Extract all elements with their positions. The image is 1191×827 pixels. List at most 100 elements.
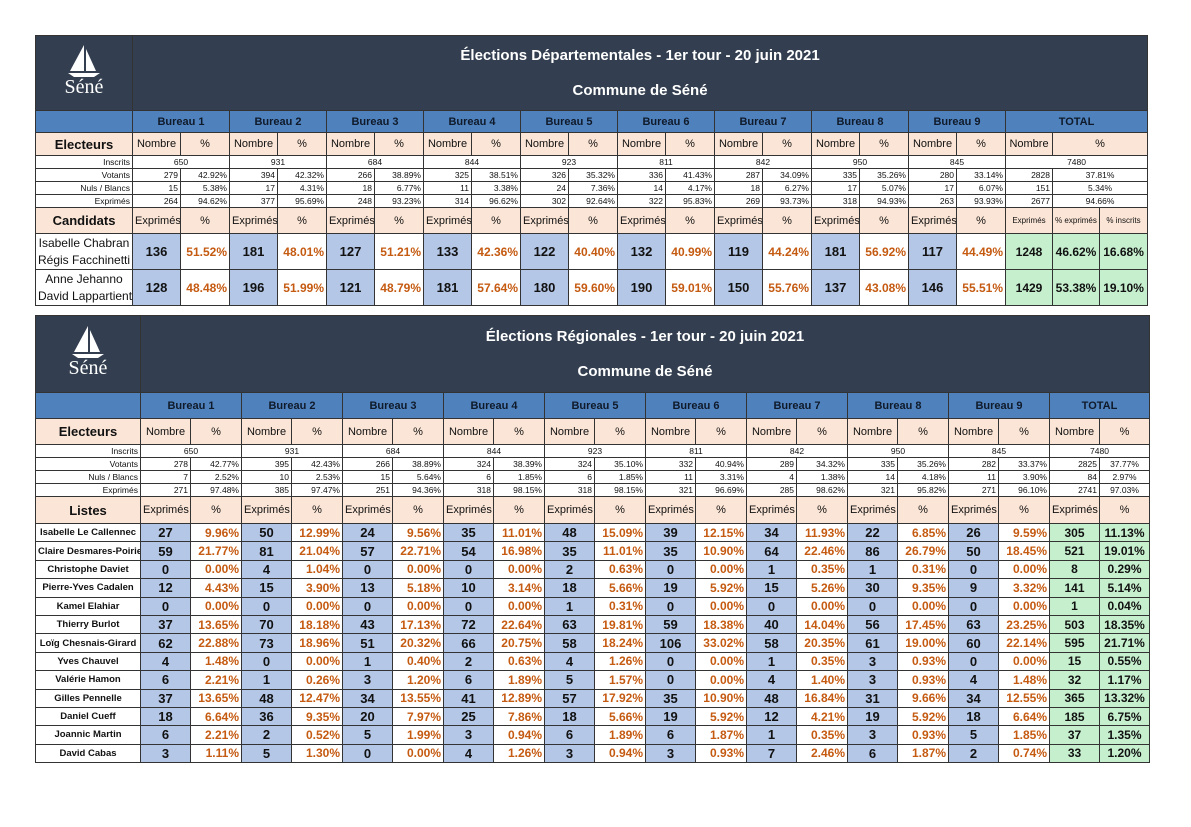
percent-value: 0.00% bbox=[392, 743, 444, 764]
vote-count: 48 bbox=[241, 688, 292, 708]
logo-sail bbox=[86, 48, 96, 71]
stat-percent: 4.17% bbox=[665, 181, 715, 195]
percent-value: 16.84% bbox=[796, 688, 848, 708]
stat-percent: 38.39% bbox=[493, 457, 545, 471]
percent-value: 9.96% bbox=[190, 522, 242, 543]
percent-value: 13.65% bbox=[190, 614, 242, 635]
stat-value: 278 bbox=[140, 457, 191, 471]
vote-count: 0 bbox=[140, 596, 191, 616]
total-value: 1.17% bbox=[1099, 670, 1150, 690]
result-row: Pierre-Yves Cadalen 12 4.43% 15 3.90% 13 5.18%… bbox=[35, 578, 1150, 598]
vote-count: 73 bbox=[241, 633, 292, 653]
percent-value: 12.89% bbox=[493, 688, 545, 708]
total-value: 1 bbox=[1049, 596, 1100, 616]
total-value: 46.62% bbox=[1052, 233, 1100, 270]
stat-value: 15 bbox=[342, 470, 393, 484]
row-label: Votants bbox=[35, 457, 141, 471]
column-header: Nombre bbox=[908, 132, 957, 156]
percent-value: 0.00% bbox=[695, 651, 747, 672]
column-header: % bbox=[471, 207, 521, 234]
vote-count: 48 bbox=[544, 522, 595, 543]
percent-value: 51.52% bbox=[180, 233, 230, 270]
stat-value: 684 bbox=[326, 155, 424, 169]
column-header: Nombre bbox=[423, 132, 472, 156]
vote-count: 35 bbox=[443, 522, 494, 543]
stat-value: 844 bbox=[443, 444, 545, 458]
total-value: 141 bbox=[1049, 578, 1100, 598]
vote-count: 190 bbox=[617, 269, 666, 306]
percent-value: 51.21% bbox=[374, 233, 424, 270]
vote-count: 4 bbox=[746, 670, 797, 690]
column-header: Exprimés bbox=[908, 207, 957, 234]
column-header: % bbox=[695, 418, 747, 445]
stat-percent: 98.15% bbox=[493, 483, 545, 497]
column-header: Nombre bbox=[342, 418, 393, 445]
total-value: 1248 bbox=[1005, 233, 1053, 270]
percent-value: 23.25% bbox=[998, 614, 1050, 635]
stat-value: 318 bbox=[544, 483, 595, 497]
total-value: 11.13% bbox=[1099, 522, 1150, 543]
vote-count: 1 bbox=[746, 725, 797, 745]
list-name: Yves Chauvel bbox=[35, 651, 141, 672]
stat-value: 11 bbox=[645, 470, 696, 484]
percent-value: 40.99% bbox=[665, 233, 715, 270]
column-header: % bbox=[594, 496, 646, 524]
percent-value: 10.90% bbox=[695, 541, 747, 561]
stat-percent: 94.93% bbox=[859, 194, 909, 208]
percent-value: 20.75% bbox=[493, 633, 545, 653]
candidate-name: David Lappartient bbox=[38, 288, 133, 303]
percent-value: 0.93% bbox=[897, 725, 949, 745]
bureau-row: Bureau 1 Bureau 2 Bureau 3 Bureau 4 Bureau 5… bbox=[35, 392, 1150, 419]
title: Élections Régionales - 1er tour - 20 jui… bbox=[485, 328, 805, 345]
percent-value: 0.26% bbox=[291, 670, 343, 690]
percent-value: 55.76% bbox=[762, 269, 812, 306]
percent-value: 9.56% bbox=[392, 522, 444, 543]
stat-value: 844 bbox=[423, 155, 521, 169]
vote-count: 1 bbox=[746, 651, 797, 672]
column-header: Nombre bbox=[443, 418, 494, 445]
list-name: Daniel Cueff bbox=[35, 706, 141, 727]
column-header: Exprimés bbox=[847, 496, 898, 524]
percent-value: 51.99% bbox=[277, 269, 327, 306]
column-header: % bbox=[998, 496, 1050, 524]
vote-count: 2 bbox=[241, 725, 292, 745]
stat-percent: 94.66% bbox=[1051, 194, 1149, 208]
results-header-row: Listes Exprimés% Exprimés% Exprimés% Exprimé… bbox=[35, 496, 1150, 524]
percent-value: 1.99% bbox=[392, 725, 444, 745]
column-header: Exprimés bbox=[132, 207, 181, 234]
percent-value: 18.38% bbox=[695, 614, 747, 635]
column-header: Nombre bbox=[1005, 132, 1053, 156]
vote-count: 35 bbox=[645, 688, 696, 708]
percent-value: 0.00% bbox=[291, 651, 343, 672]
stat-percent: 95.83% bbox=[665, 194, 715, 208]
percent-value: 0.00% bbox=[695, 559, 747, 580]
vote-count: 22 bbox=[847, 522, 898, 543]
column-header: % bbox=[374, 207, 424, 234]
stat-percent: 4.31% bbox=[277, 181, 327, 195]
column-header: % bbox=[190, 496, 242, 524]
percent-value: 12.99% bbox=[291, 522, 343, 543]
vote-count: 3 bbox=[544, 743, 595, 764]
vote-count: 150 bbox=[714, 269, 763, 306]
corner-cell bbox=[35, 110, 133, 133]
total-value: 521 bbox=[1049, 541, 1100, 561]
stat-percent: 42.32% bbox=[277, 168, 327, 182]
stat-value: 324 bbox=[443, 457, 494, 471]
vote-count: 59 bbox=[140, 541, 191, 561]
vote-count: 70 bbox=[241, 614, 292, 635]
stat-value: 336 bbox=[617, 168, 666, 182]
column-header: % inscrits bbox=[1098, 207, 1149, 234]
percent-value: 1.87% bbox=[695, 725, 747, 745]
vote-count: 62 bbox=[140, 633, 191, 653]
stat-value: 811 bbox=[645, 444, 747, 458]
column-header: % bbox=[392, 496, 444, 524]
stat-value: 335 bbox=[847, 457, 898, 471]
vote-count: 119 bbox=[714, 233, 763, 270]
row-label: Inscrits bbox=[35, 155, 133, 169]
percent-value: 17.92% bbox=[594, 688, 646, 708]
bureau-header: Bureau 8 bbox=[811, 110, 909, 133]
logo: Séné bbox=[65, 44, 104, 98]
percent-value: 22.14% bbox=[998, 633, 1050, 653]
stat-percent: 7.36% bbox=[568, 181, 618, 195]
